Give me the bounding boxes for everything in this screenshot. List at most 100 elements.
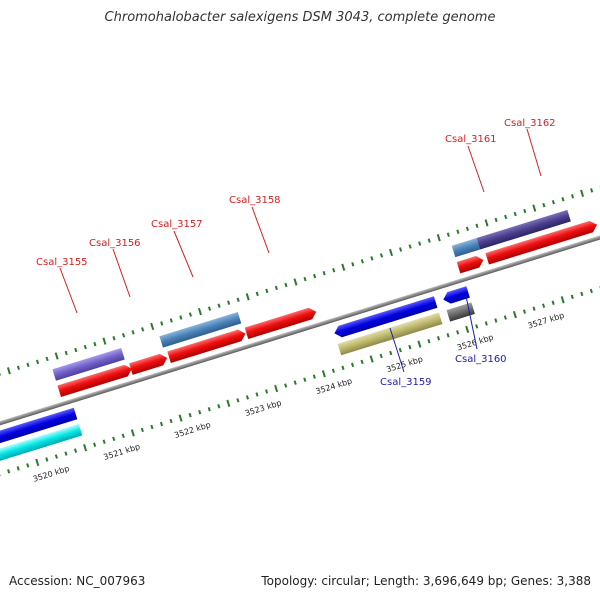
genome-info-text: Topology: circular; Length: 3,696,649 bp… xyxy=(261,574,591,588)
scale-tick xyxy=(217,303,221,308)
scale-tick xyxy=(570,194,575,199)
gene-arrow-csal-3155[interactable] xyxy=(57,363,133,398)
gene-label-csal-3157[interactable]: Csal_3157 xyxy=(151,219,203,230)
scale-tick xyxy=(551,300,555,305)
scale-tick xyxy=(36,359,40,365)
scale-tick xyxy=(427,238,431,243)
scale-tick xyxy=(169,318,173,323)
scale-tick xyxy=(494,217,498,223)
gene-leader-line xyxy=(251,206,270,254)
gene-arrow-csal-3157[interactable] xyxy=(167,328,247,364)
gene-arrow-csal-3162[interactable] xyxy=(485,219,598,265)
gene-arrow-csal-3160[interactable] xyxy=(442,286,470,305)
scale-tick xyxy=(245,395,249,400)
scale-tick xyxy=(0,371,1,376)
scale-tick xyxy=(542,303,546,308)
gene-label-csal-3159[interactable]: Csal_3159 xyxy=(380,377,432,388)
scale-tick xyxy=(341,365,345,371)
scale-tick xyxy=(141,327,145,332)
scale-tick xyxy=(590,188,594,193)
scale-tick xyxy=(589,288,593,294)
scale-tick xyxy=(293,278,298,286)
page-title: Chromohalobacter salexigens DSM 3043, co… xyxy=(104,10,496,25)
gene-arrow-csal-3156[interactable] xyxy=(129,352,169,375)
gene-label-csal-3162[interactable]: Csal_3162 xyxy=(504,118,556,129)
scale-tick xyxy=(560,296,565,304)
scale-label: 3522 kbp xyxy=(173,420,212,440)
gene-arrow-csal-3158[interactable] xyxy=(244,306,318,340)
scale-tick xyxy=(169,418,173,424)
gene-label-csal-3158[interactable]: Csal_3158 xyxy=(229,195,281,206)
scale-tick xyxy=(456,229,460,234)
forward-tick-row xyxy=(0,185,600,376)
gene-label-csal-3161[interactable]: Csal_3161 xyxy=(445,134,497,145)
scale-tick xyxy=(207,306,212,311)
scale-tick xyxy=(102,439,106,444)
scale-tick xyxy=(236,297,240,302)
scale-tick xyxy=(293,380,297,385)
scale-tick xyxy=(64,451,68,456)
scale-label: 3520 kbp xyxy=(32,464,71,484)
scale-tick xyxy=(494,318,498,323)
feature-bar-steel-3157[interactable] xyxy=(159,311,242,348)
scale-tick xyxy=(542,202,546,208)
scale-tick xyxy=(561,197,565,202)
scale-tick xyxy=(150,424,154,430)
scale-tick xyxy=(16,365,21,370)
scale-tick xyxy=(475,324,479,329)
scale-tick xyxy=(284,383,288,388)
scale-tick xyxy=(54,454,58,459)
scale-tick xyxy=(379,353,383,359)
scale-tick xyxy=(303,276,307,282)
feature-bar-purple[interactable] xyxy=(52,348,125,381)
scale-tick xyxy=(160,321,164,326)
scale-tick xyxy=(427,339,431,344)
scale-labels: 3520 kbp 3521 kbp 3522 kbp 3523 kbp 3524 kbp… xyxy=(32,311,566,484)
scale-tick xyxy=(504,214,508,220)
scale-tick xyxy=(312,374,316,379)
scale-tick xyxy=(322,270,326,276)
scale-tick xyxy=(351,262,355,267)
gene-label-csal-3160[interactable]: Csal_3160 xyxy=(455,354,507,365)
scale-tick xyxy=(159,421,164,427)
scale-tick xyxy=(188,312,192,317)
scale-tick xyxy=(64,350,68,356)
scale-tick xyxy=(398,347,402,353)
scale-tick xyxy=(321,370,326,378)
scale-tick xyxy=(379,253,384,258)
feature-bar-cyan[interactable] xyxy=(0,423,83,469)
gene-leader-line xyxy=(526,128,542,177)
feature-bar-steel-3161[interactable] xyxy=(451,238,481,258)
scale-tick xyxy=(522,309,527,314)
scale-tick xyxy=(475,223,479,229)
scale-tick xyxy=(513,211,517,217)
scale-tick xyxy=(580,291,584,297)
gene-leader-line xyxy=(465,295,478,350)
scale-tick xyxy=(102,337,107,345)
gene-label-csal-3155[interactable]: Csal_3155 xyxy=(36,257,88,268)
gene-arrow-csal-3159[interactable] xyxy=(333,296,438,339)
scale-label: 3521 kbp xyxy=(102,442,141,462)
scale-tick xyxy=(16,466,20,471)
scale-tick xyxy=(341,263,346,271)
scale-tick xyxy=(503,315,507,320)
scale-tick xyxy=(484,321,488,326)
gene-arrow-reverse-left[interactable] xyxy=(0,407,78,453)
scale-tick xyxy=(255,291,259,297)
gene-arrow-csal-3161[interactable] xyxy=(456,254,485,274)
scale-tick xyxy=(465,325,470,334)
gene-leader-lines xyxy=(59,128,542,373)
scale-tick xyxy=(532,204,537,212)
scale-tick xyxy=(408,344,412,350)
gene-leader-line xyxy=(59,267,78,314)
scale-tick xyxy=(130,429,135,437)
feature-bar-navy[interactable] xyxy=(476,209,571,250)
scale-tick xyxy=(26,362,30,368)
scale-tick xyxy=(484,219,489,227)
feature-bar-olive[interactable] xyxy=(337,312,443,356)
scale-tick xyxy=(418,241,422,246)
scale-tick xyxy=(207,407,211,412)
scale-tick xyxy=(446,232,450,237)
gene-label-csal-3156[interactable]: Csal_3156 xyxy=(89,238,141,249)
scale-label: 3524 kbp xyxy=(315,376,354,396)
